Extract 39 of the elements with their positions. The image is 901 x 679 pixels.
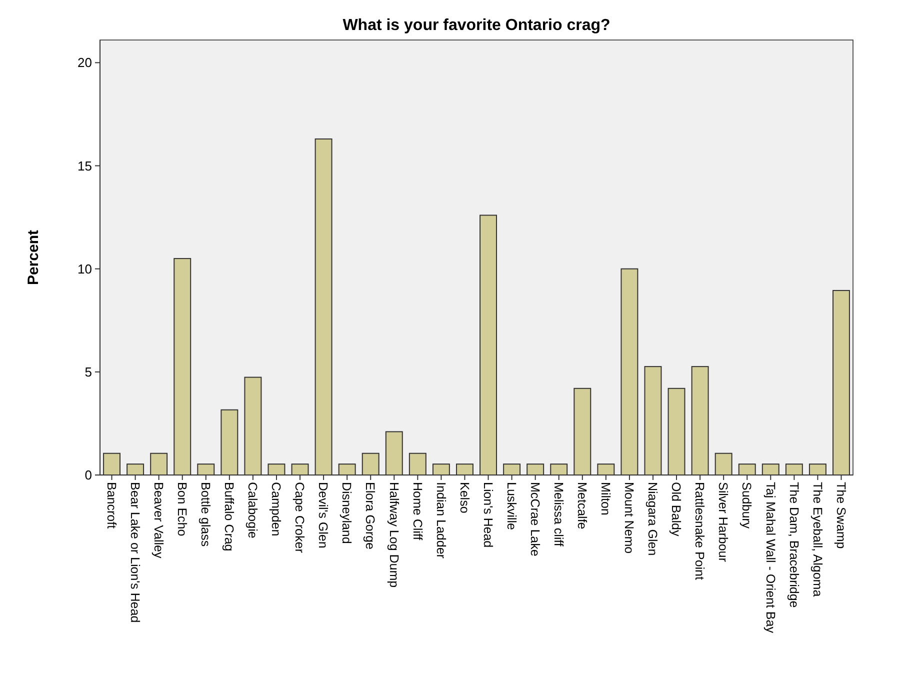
x-tick-label: The Eyeball, Algoma <box>810 482 824 597</box>
y-tick-label: 0 <box>84 468 92 483</box>
x-tick-label: Mount Nemo <box>622 482 636 554</box>
x-tick-label: Calabogie <box>246 482 260 538</box>
x-tick-label: Old Baldy <box>669 482 684 537</box>
x-tick-label: Halfway Log Dump <box>386 482 401 588</box>
x-tick-label: Bear Lake or Lion's Head <box>128 482 142 623</box>
x-tick-label: McCrae Lake <box>528 482 542 556</box>
y-tick-label: 5 <box>84 364 92 380</box>
x-tick-label: Taj Mahal Wall - Orient Bay <box>763 482 778 634</box>
y-axis-title: Percent <box>25 230 42 286</box>
x-tick-label: Bancroft <box>104 482 118 530</box>
x-tick-label: Rattlesnake Point <box>692 482 707 580</box>
x-tick-label: Luskville <box>504 482 518 530</box>
x-tick-label: Devil's Glen <box>316 482 330 548</box>
x-tick-label: Disneyland <box>340 482 354 544</box>
x-tick-label: Campden <box>269 482 284 536</box>
x-tick-label: Indian Ladder <box>434 482 448 558</box>
x-tick-label: Milton <box>598 482 613 516</box>
x-tick-label: Metcalfe <box>575 482 590 530</box>
x-tick-label: Kelso <box>457 482 472 514</box>
y-tick-label: 10 <box>78 261 92 276</box>
x-tick-label: Elora Gorge <box>363 482 378 550</box>
x-tick-label: Lion's Head <box>480 482 495 548</box>
x-tick-label: Home Cliff <box>410 482 424 541</box>
chart-title: What is your favorite Ontario crag? <box>342 17 610 34</box>
y-tick-label: 15 <box>78 158 92 174</box>
x-tick-label: The Dam, Bracebridge <box>786 482 801 608</box>
y-tick-label: 20 <box>78 55 92 70</box>
x-tick-label: Buffalo Crag <box>222 482 236 552</box>
x-tick-label: Bon Echo <box>174 482 189 536</box>
x-tick-label: Cape Croker <box>292 482 307 553</box>
x-tick-label: Niagara Glen <box>646 482 660 556</box>
x-tick-label: Silver Harbour <box>716 482 730 562</box>
x-tick-label: Beaver Valley <box>151 482 166 559</box>
x-tick-label: The Swamp <box>834 482 848 549</box>
x-tick-label: Melissa cliff <box>551 482 566 547</box>
x-tick-label: Sudbury <box>740 482 754 530</box>
x-tick-label: Bottle glass <box>198 482 213 547</box>
